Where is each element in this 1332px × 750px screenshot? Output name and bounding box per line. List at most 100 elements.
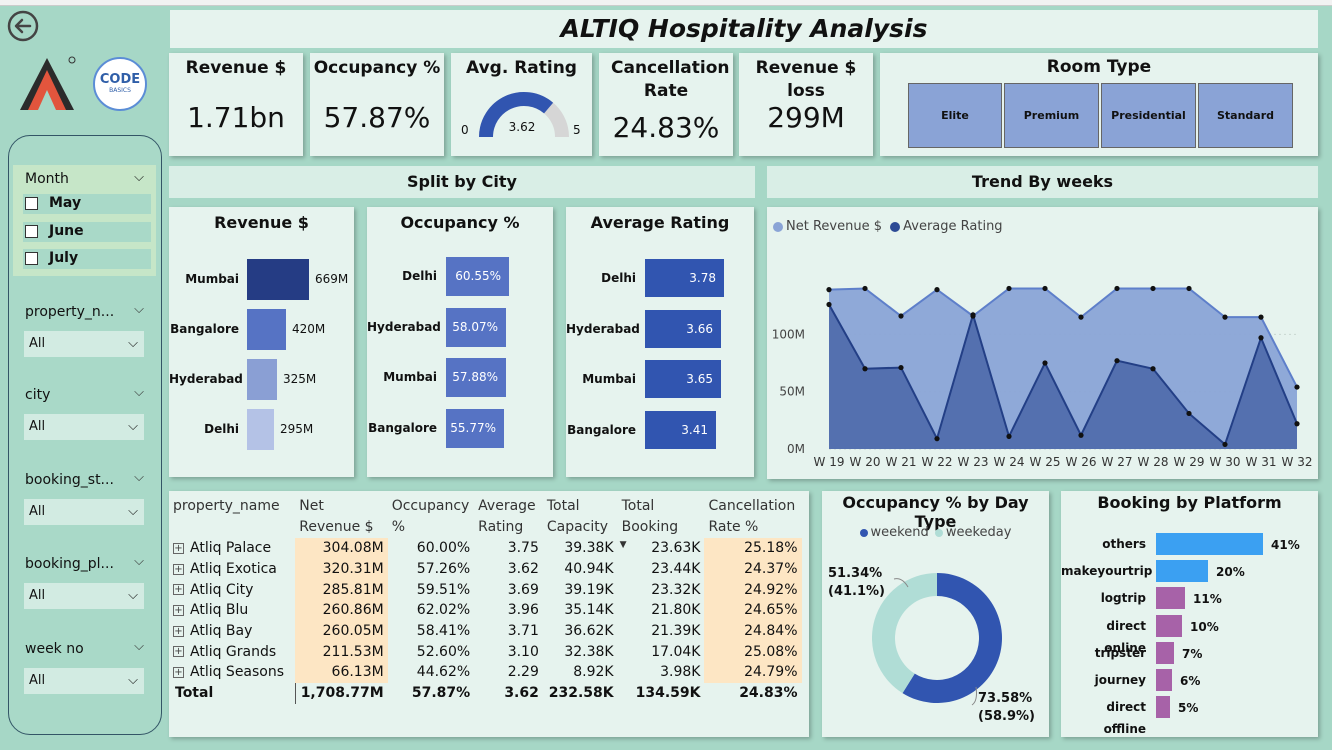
- column-header-sorted[interactable]: Total Booking ▼: [618, 491, 705, 550]
- data-point[interactable]: [1078, 314, 1084, 320]
- chevron-down-icon[interactable]: ⌵: [134, 470, 144, 485]
- data-point[interactable]: [1042, 360, 1048, 366]
- data-point[interactable]: [1042, 285, 1048, 292]
- data-point[interactable]: [898, 364, 904, 371]
- expand-icon[interactable]: +: [173, 542, 184, 554]
- booking-platform-dropdown[interactable]: All ⌵: [24, 583, 144, 609]
- chevron-down-icon[interactable]: ⌵: [134, 554, 144, 569]
- data-point[interactable]: [1150, 366, 1156, 372]
- data-point[interactable]: [1006, 433, 1012, 439]
- month-option-june[interactable]: June: [23, 222, 151, 242]
- room-type-premium[interactable]: Premium: [1004, 83, 1099, 148]
- room-type-standard[interactable]: Standard: [1198, 83, 1293, 148]
- table-cell: 25.18%: [704, 538, 802, 559]
- table-cell: 3.10: [507, 643, 539, 660]
- table-cell: 66.13M: [295, 662, 388, 683]
- cell-text: Atliq City: [190, 581, 254, 598]
- slicer-label: booking_pl...: [25, 556, 114, 572]
- table-row[interactable]: + Atliq City 285.81M 59.51% 3.69 39.19K 23.32K…: [169, 579, 802, 601]
- data-point[interactable]: [1222, 441, 1228, 448]
- data-point[interactable]: [1114, 358, 1120, 364]
- cell-text: Atliq Seasons: [190, 664, 285, 681]
- table-row[interactable]: + Atliq Grands 211.53M 52.60% 3.10 32.38K 17.0…: [169, 641, 802, 663]
- column-header[interactable]: Cancellation Rate %: [708, 498, 796, 535]
- property-name-dropdown[interactable]: All ⌵: [24, 331, 144, 357]
- data-point[interactable]: [1258, 335, 1264, 341]
- data-point[interactable]: [934, 287, 940, 293]
- table-cell: 62.02%: [416, 602, 471, 619]
- data-point[interactable]: [862, 366, 868, 372]
- back-arrow-icon[interactable]: [6, 9, 40, 43]
- data-point[interactable]: [1258, 314, 1264, 320]
- chevron-down-icon[interactable]: ⌵: [134, 302, 144, 317]
- expand-icon[interactable]: +: [173, 584, 184, 596]
- donut-slice-weekend[interactable]: [902, 573, 1002, 703]
- chevron-down-icon[interactable]: ⌵: [134, 385, 144, 400]
- expand-icon[interactable]: +: [173, 646, 184, 658]
- chevron-down-icon[interactable]: ⌵: [134, 170, 144, 185]
- table-row[interactable]: + Atliq Seasons 66.13M 44.62% 2.29 8.92K 3.98K…: [169, 662, 802, 683]
- kpi-cancellation: Cancellation Rate 24.83%: [599, 53, 733, 156]
- bar-row: logtrip 11%: [1061, 587, 1318, 610]
- city-dropdown[interactable]: All ⌵: [24, 414, 144, 440]
- data-point[interactable]: [934, 436, 940, 442]
- room-type-presidential[interactable]: Presidential: [1101, 83, 1196, 148]
- table-row[interactable]: + Atliq Exotica 320.31M 57.26% 3.62 40.94K 23.…: [169, 558, 802, 580]
- data-point[interactable]: [1006, 285, 1012, 292]
- month-option-july[interactable]: July: [23, 249, 151, 269]
- expand-icon[interactable]: +: [173, 625, 184, 637]
- data-point[interactable]: [826, 287, 832, 293]
- kpi-value: 1.71bn: [187, 101, 285, 134]
- data-point[interactable]: [1150, 285, 1156, 292]
- chevron-down-icon[interactable]: ⌵: [134, 639, 144, 654]
- week-no-dropdown[interactable]: All ⌵: [24, 668, 144, 694]
- kpi-label: Avg. Rating: [466, 58, 577, 78]
- sort-desc-icon[interactable]: ▼: [619, 540, 627, 550]
- leader-line: [971, 686, 977, 706]
- x-tick-label: W 21: [886, 455, 917, 469]
- column-header[interactable]: Average Rating: [478, 498, 536, 535]
- donut-slice-weekeday[interactable]: [872, 573, 937, 694]
- bar-row: tripster 7%: [1061, 641, 1318, 664]
- dropdown-value: All: [29, 673, 46, 688]
- data-point[interactable]: [1186, 410, 1192, 417]
- column-header[interactable]: Net Revenue $: [299, 498, 374, 535]
- expand-icon[interactable]: +: [173, 604, 184, 616]
- cell-text: Atliq Exotica: [190, 561, 277, 578]
- column-header[interactable]: property_name: [173, 498, 280, 514]
- checkbox-icon[interactable]: [25, 252, 38, 265]
- bar-category: Delhi: [402, 269, 437, 283]
- checkbox-icon[interactable]: [25, 225, 38, 238]
- data-point[interactable]: [1114, 285, 1120, 292]
- total-cell: 1,708.77M: [300, 685, 384, 702]
- checkbox-icon[interactable]: [25, 197, 38, 210]
- data-point[interactable]: [1186, 285, 1192, 292]
- table-row[interactable]: + Atliq Palace 304.08M 60.00% 3.75 39.38K 23.6…: [169, 538, 802, 559]
- series-line: [828, 287, 1298, 388]
- x-tick-label: W 26: [1066, 455, 1097, 469]
- month-option-may[interactable]: May: [23, 194, 151, 214]
- table-row[interactable]: + Atliq Blu 260.86M 62.02% 3.96 35.14K 21.80K 2…: [169, 600, 802, 621]
- expand-icon[interactable]: +: [173, 563, 184, 575]
- booking-status-slicer: booking_st... ⌵ All ⌵: [8, 466, 162, 536]
- bar-category: Delhi: [601, 271, 636, 285]
- table-row[interactable]: + Atliq Bay 260.05M 58.41% 3.71 36.62K 21.39K 2…: [169, 620, 802, 642]
- expand-icon[interactable]: +: [173, 666, 184, 678]
- slice-value: 51.34%: [828, 566, 883, 581]
- column-header[interactable]: Total Capacity: [546, 498, 609, 535]
- data-point[interactable]: [862, 285, 868, 292]
- column-header[interactable]: Occupancy %: [391, 498, 470, 535]
- data-point[interactable]: [1222, 314, 1228, 320]
- data-point[interactable]: [1078, 432, 1084, 438]
- total-cell: 57.87%: [411, 685, 471, 702]
- bar-category: direct online: [1104, 618, 1146, 655]
- room-type-elite[interactable]: Elite: [908, 83, 1002, 148]
- bar-value: 325M: [283, 372, 317, 386]
- booking-status-dropdown[interactable]: All ⌵: [24, 499, 144, 525]
- data-point[interactable]: [898, 313, 904, 319]
- legend-dot-icon: [859, 528, 868, 537]
- data-point[interactable]: [826, 301, 832, 308]
- data-point[interactable]: [970, 312, 976, 318]
- data-point[interactable]: [1294, 421, 1300, 427]
- data-point[interactable]: [1294, 384, 1300, 390]
